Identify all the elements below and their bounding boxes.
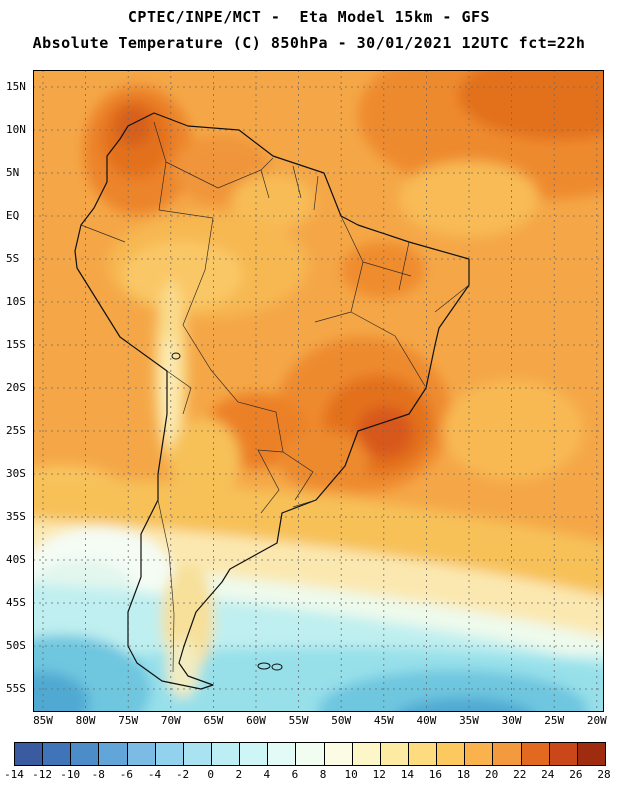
lat-label-15S: 15S <box>6 338 26 351</box>
longitude-axis: 85W 80W 75W 70W 65W 60W 55W 50W 45W 40W 35W 30W 25W 2… <box>33 714 607 729</box>
colorbar-tick-0: 0 <box>207 768 214 781</box>
lat-label-35S: 35S <box>6 510 26 523</box>
lat-label-10S: 10S <box>6 295 26 308</box>
page-title-line2: Absolute Temperature (C) 850hPa - 30/01/… <box>32 34 586 52</box>
colorbar-tick-26: 26 <box>569 768 583 781</box>
colorbar-tick--12: -12 <box>32 768 53 781</box>
colorbar-cell-11 <box>324 743 353 765</box>
colorbar-cell-4 <box>127 743 156 765</box>
lat-label-5S: 5S <box>6 252 20 265</box>
islands-and-lakes <box>171 352 283 671</box>
lon-label-55W: 55W <box>288 714 309 727</box>
colorbar-tick-20: 20 <box>484 768 499 781</box>
colorbar-tick-8: 8 <box>319 768 327 781</box>
lon-label-60W: 60W <box>246 714 266 727</box>
colorbar-cell-18 <box>521 743 550 765</box>
lat-label-15N: 15N <box>6 80 26 93</box>
coastline <box>74 112 470 690</box>
colorbar-tick-24: 24 <box>541 768 555 781</box>
colorbar-tick-28: 28 <box>597 768 611 781</box>
colorbar-tick-22: 22 <box>513 768 527 781</box>
lat-label-40S: 40S <box>6 553 26 566</box>
colorbar-cell-17 <box>493 743 522 765</box>
colorbar-cell-7 <box>211 743 241 765</box>
lat-label-20S: 20S <box>6 381 26 394</box>
colorbar-tick-10: 10 <box>344 768 358 781</box>
colorbar-tick--8: -8 <box>91 768 105 781</box>
colorbar-tick-18: 18 <box>456 768 471 781</box>
lat-label-5N: 5N <box>6 166 20 179</box>
colorbar-tick-12: 12 <box>372 768 386 781</box>
colorbar-tick--4: -4 <box>147 768 162 781</box>
colorbar-tick--14: -14 <box>4 768 24 781</box>
lon-label-85W: 85W <box>33 714 53 727</box>
colorbar-cell-15 <box>437 743 466 765</box>
colorbar-tick-2: 2 <box>235 768 243 781</box>
lat-lon-gridlines <box>33 70 604 712</box>
lat-label-30S: 30S <box>6 467 26 480</box>
lat-label-10N: 10N <box>6 123 26 136</box>
lat-label-50S: 50S <box>6 639 26 652</box>
colorbar-cell-9 <box>268 743 297 765</box>
lon-label-45W: 45W <box>373 714 394 727</box>
colorbar-tick-labels: -14 -12 -10 -8 -6 -4 -2 0 2 4 6 8 10 12 14 16 18 20 22 24 26… <box>4 768 611 783</box>
colorbar-tick-4: 4 <box>263 768 271 781</box>
colorbar-tick--2: -2 <box>175 768 190 781</box>
colorbar-tick-6: 6 <box>291 768 299 781</box>
lon-label-65W: 65W <box>203 714 224 727</box>
lon-label-75W: 75W <box>118 714 139 727</box>
colorbar-cell-0 <box>15 743 44 765</box>
lon-label-30W: 30W <box>501 714 522 727</box>
lon-label-20W: 20W <box>586 714 607 727</box>
temperature-field-svg <box>33 70 604 712</box>
latitude-axis: 15N 10N 5N EQ 5S 10S 15S 20S 25S 30S 35S 40S 45S 50S 5… <box>0 70 32 712</box>
colorbar-cell-1 <box>43 743 72 765</box>
colorbar-cell-19 <box>549 743 578 765</box>
lon-label-25W: 25W <box>544 714 565 727</box>
lon-label-70W: 70W <box>160 714 181 727</box>
lat-label-45S: 45S <box>6 596 26 609</box>
lat-label-55S: 55S <box>6 682 26 695</box>
colorbar-tick--6: -6 <box>119 768 133 781</box>
lat-label-EQ: EQ <box>6 209 20 222</box>
colorbar-cell-6 <box>183 743 212 765</box>
colorbar-cell-5 <box>155 743 184 765</box>
colorbar-cell-16 <box>465 743 494 765</box>
lon-label-80W: 80W <box>75 714 96 727</box>
colorbar-cell-8 <box>240 743 269 765</box>
temperature-colorbar <box>14 742 606 766</box>
colorbar-cell-13 <box>380 743 409 765</box>
lon-label-40W: 40W <box>416 714 437 727</box>
country-borders <box>80 121 470 673</box>
colorbar-cell-14 <box>408 743 438 765</box>
colorbar-cell-10 <box>296 743 325 765</box>
colorbar-tick-16: 16 <box>428 768 443 781</box>
colorbar-cell-2 <box>71 743 100 765</box>
lon-label-50W: 50W <box>331 714 352 727</box>
colorbar-cell-12 <box>352 743 381 765</box>
map-canvas <box>33 70 604 712</box>
lat-label-25S: 25S <box>6 424 26 437</box>
colorbar-tick--10: -10 <box>60 768 81 781</box>
colorbar-tick-14: 14 <box>400 768 414 781</box>
colorbar-cell-20 <box>577 743 605 765</box>
colorbar-cell-3 <box>99 743 128 765</box>
lon-label-35W: 35W <box>459 714 479 727</box>
page-title-line1: CPTEC/INPE/MCT - Eta Model 15km - GFS <box>127 8 491 26</box>
map-frame <box>33 70 604 712</box>
